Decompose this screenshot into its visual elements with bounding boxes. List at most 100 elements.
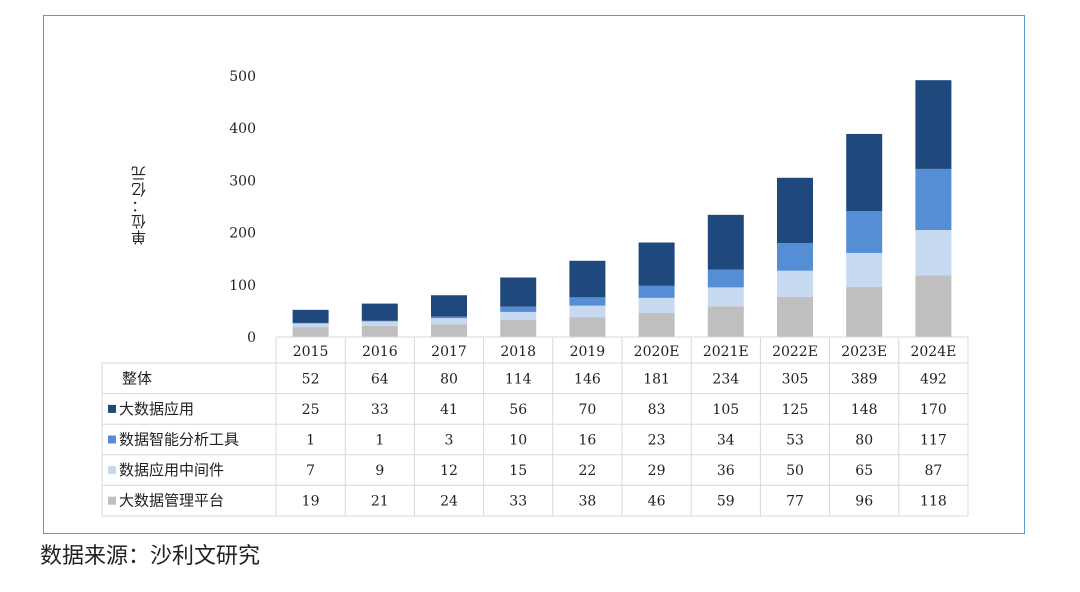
bar-segment <box>638 312 675 337</box>
data-table-cell: 41 <box>440 402 458 418</box>
bar-segment <box>500 319 537 337</box>
bar-segment <box>846 252 883 287</box>
bar-segment <box>292 323 329 328</box>
x-category-label: 2015 <box>293 344 329 360</box>
data-table-cell: 9 <box>375 463 384 479</box>
bar-segment <box>431 324 467 337</box>
bar-segment <box>846 286 883 337</box>
bar-segment <box>707 287 744 307</box>
data-table-cell: 36 <box>717 463 735 479</box>
bar-segment <box>707 214 744 270</box>
legend-label: 数据应用中间件 <box>119 461 224 479</box>
bar-segment <box>846 133 883 212</box>
data-table-cell: 24 <box>440 494 458 510</box>
data-table-cell: 53 <box>786 433 804 449</box>
bar-segment <box>500 277 537 307</box>
data-table-cell: 16 <box>578 433 596 449</box>
y-tick-label: 300 <box>229 173 256 189</box>
x-category-label: 2023E <box>841 344 887 360</box>
bar-segment <box>707 306 744 337</box>
x-category-label: 2021E <box>703 344 749 360</box>
data-table-cell: 305 <box>782 371 809 387</box>
data-table-cell: 3 <box>445 433 454 449</box>
data-table-cell: 148 <box>851 402 878 418</box>
data-table-cell: 87 <box>924 463 942 479</box>
data-table-cell: 234 <box>712 371 739 387</box>
x-category-label: 2018 <box>500 344 536 360</box>
data-table-cell: 105 <box>712 402 739 418</box>
data-table-cell: 23 <box>648 433 666 449</box>
bar-segment <box>361 320 398 322</box>
bar-segment <box>638 285 675 298</box>
data-table-cell: 181 <box>643 371 670 387</box>
legend-swatch <box>108 496 116 505</box>
x-category-label: 2019 <box>570 344 606 360</box>
data-table-cell: 146 <box>574 371 601 387</box>
bar-segment <box>292 322 329 324</box>
bar-segment <box>361 326 398 337</box>
data-table-cell: 125 <box>782 402 809 418</box>
data-table-cell: 170 <box>920 402 947 418</box>
data-table-cell: 96 <box>855 494 873 510</box>
legend-label: 大数据管理平台 <box>119 492 224 510</box>
data-table-cell: 77 <box>786 494 804 510</box>
bar-segment <box>292 309 329 323</box>
data-table-cell: 83 <box>648 402 666 418</box>
bar-segment <box>915 229 952 276</box>
legend-swatch <box>108 435 116 444</box>
bar-segment <box>777 270 813 297</box>
bar-segment <box>500 311 537 320</box>
x-category-label: 2020E <box>634 344 680 360</box>
data-table-cell: 118 <box>920 494 947 510</box>
x-category-label: 2017 <box>431 344 467 360</box>
bar-segment <box>569 305 606 318</box>
total-row-label: 整体 <box>122 369 152 387</box>
data-table-cell: 70 <box>578 402 596 418</box>
data-table-cell: 10 <box>509 433 527 449</box>
legend-label: 大数据应用 <box>119 400 194 418</box>
data-table-cell: 389 <box>851 371 878 387</box>
y-tick-label: 200 <box>229 226 256 242</box>
data-table-cell: 46 <box>648 494 666 510</box>
bar-segment <box>361 321 398 327</box>
data-table-cell: 25 <box>302 402 320 418</box>
y-tick-label: 100 <box>229 278 256 294</box>
data-table-cell: 1 <box>375 433 384 449</box>
data-table-cell: 65 <box>855 463 873 479</box>
data-table-cell: 21 <box>371 494 389 510</box>
legend-label: 数据智能分析工具 <box>119 431 239 449</box>
data-table-cell: 492 <box>920 371 947 387</box>
data-table-cell: 50 <box>786 463 804 479</box>
bar-segment <box>777 296 813 337</box>
bar-segment <box>777 177 813 244</box>
data-table-cell: 22 <box>578 463 596 479</box>
data-table-cell: 34 <box>717 433 735 449</box>
data-table-cell: 1 <box>306 433 315 449</box>
bar-segment <box>638 242 675 286</box>
legend-swatch <box>108 466 116 475</box>
bar-segment <box>707 269 744 288</box>
bar-segment <box>915 168 952 230</box>
bar-segment <box>431 295 467 317</box>
bar-segment <box>915 80 952 169</box>
data-table-cell: 117 <box>920 433 947 449</box>
data-table-cell: 56 <box>509 402 527 418</box>
data-table-cell: 33 <box>371 402 389 418</box>
data-table-cell: 64 <box>371 371 389 387</box>
bar-segment <box>638 297 675 313</box>
y-tick-label: 0 <box>247 330 256 346</box>
data-table-cell: 80 <box>440 371 458 387</box>
data-table-cell: 38 <box>578 494 596 510</box>
y-axis-label: 单位：亿元 <box>130 165 148 245</box>
x-category-label: 2016 <box>362 344 398 360</box>
bar-segment <box>846 211 883 253</box>
data-table-cell: 80 <box>855 433 873 449</box>
x-category-label: 2022E <box>772 344 818 360</box>
legend-swatch <box>108 404 116 413</box>
y-tick-label: 500 <box>229 69 256 85</box>
data-table-cell: 15 <box>509 463 527 479</box>
bar-segment <box>500 306 537 312</box>
data-table-cell: 19 <box>302 494 320 510</box>
x-category-label: 2024E <box>910 344 956 360</box>
